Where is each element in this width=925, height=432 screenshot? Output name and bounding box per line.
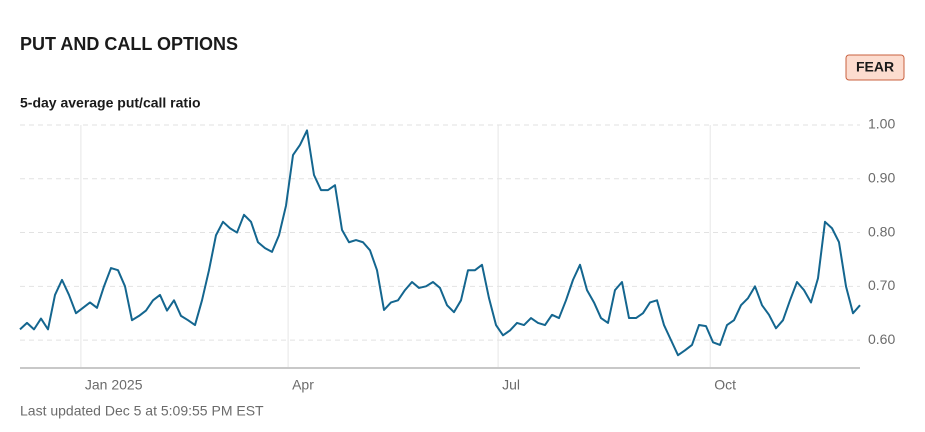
y-tick-label: 0.70	[868, 277, 895, 293]
line	[19, 129, 861, 357]
x-tick-label: Oct	[714, 377, 736, 393]
badge: FEAR	[856, 59, 894, 75]
x-tick-label: Jul	[502, 377, 520, 393]
badge-box	[845, 54, 905, 81]
chart-title: PUT AND CALL OPTIONS	[20, 34, 238, 54]
grid: 0.60 0.70 0.80 0.90 1.00 Jan 2025 Apr Jul Oct	[20, 116, 895, 393]
y-tick-label: 0.90	[868, 169, 895, 185]
chart-subtitle: 5-day average put/call ratio	[20, 95, 201, 111]
y-tick-label: 0.60	[868, 331, 895, 347]
x-tick-label: Jan 2025	[85, 377, 143, 393]
y-tick-label: 0.80	[868, 223, 895, 239]
footer: Last updated Dec 5 at 5:09:55 PM EST	[20, 403, 264, 419]
y-tick-label: 1.00	[868, 116, 895, 132]
plot	[19, 129, 861, 357]
x-tick-label: Apr	[292, 377, 314, 393]
